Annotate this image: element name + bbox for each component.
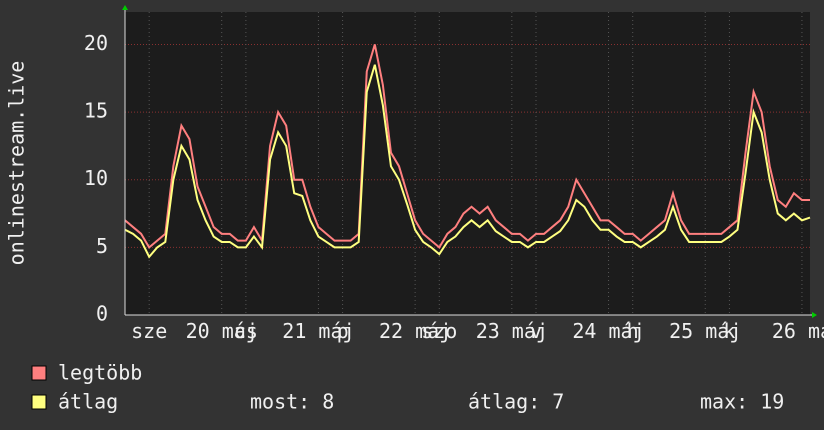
x-tick-label: 23 máj — [476, 319, 548, 343]
x-tick-label: szo — [421, 319, 457, 343]
x-tick-label: 25 máj — [669, 319, 741, 343]
x-tick-label: k — [723, 319, 735, 343]
legend-label: átlag — [58, 390, 118, 414]
x-tick-label: 24 máj — [572, 319, 644, 343]
axis-arrow — [122, 5, 128, 10]
y-tick-label: 5 — [96, 234, 108, 258]
y-tick-label: 0 — [96, 302, 108, 326]
plot-area — [125, 12, 810, 315]
x-tick-label: p — [337, 319, 349, 343]
axis-arrow — [812, 312, 817, 318]
series-line — [124, 64, 811, 259]
y-tick-label: 15 — [84, 99, 108, 123]
x-tick-label: sze — [131, 319, 167, 343]
stat-label: max: 19 — [700, 390, 784, 414]
y-axis-label: onlinestream.live — [5, 61, 29, 266]
x-tick-label: 26 má — [772, 319, 824, 343]
x-tick-label: 22 máj — [379, 319, 451, 343]
legend-label: legtöbb — [58, 361, 142, 385]
x-tick-label: 21 máj — [282, 319, 354, 343]
y-tick-label: 20 — [84, 31, 108, 55]
x-tick-label: v — [530, 319, 542, 343]
y-tick-label: 10 — [84, 166, 108, 190]
legend-swatch — [31, 394, 47, 410]
x-tick-label: cs — [234, 319, 258, 343]
legend-swatch — [31, 365, 47, 381]
x-tick-label: 20 máj — [186, 319, 258, 343]
stat-label: átlag: 7 — [468, 390, 564, 414]
stat-label: most: 8 — [250, 390, 334, 414]
series-line — [124, 44, 810, 249]
x-tick-label: h — [627, 319, 639, 343]
